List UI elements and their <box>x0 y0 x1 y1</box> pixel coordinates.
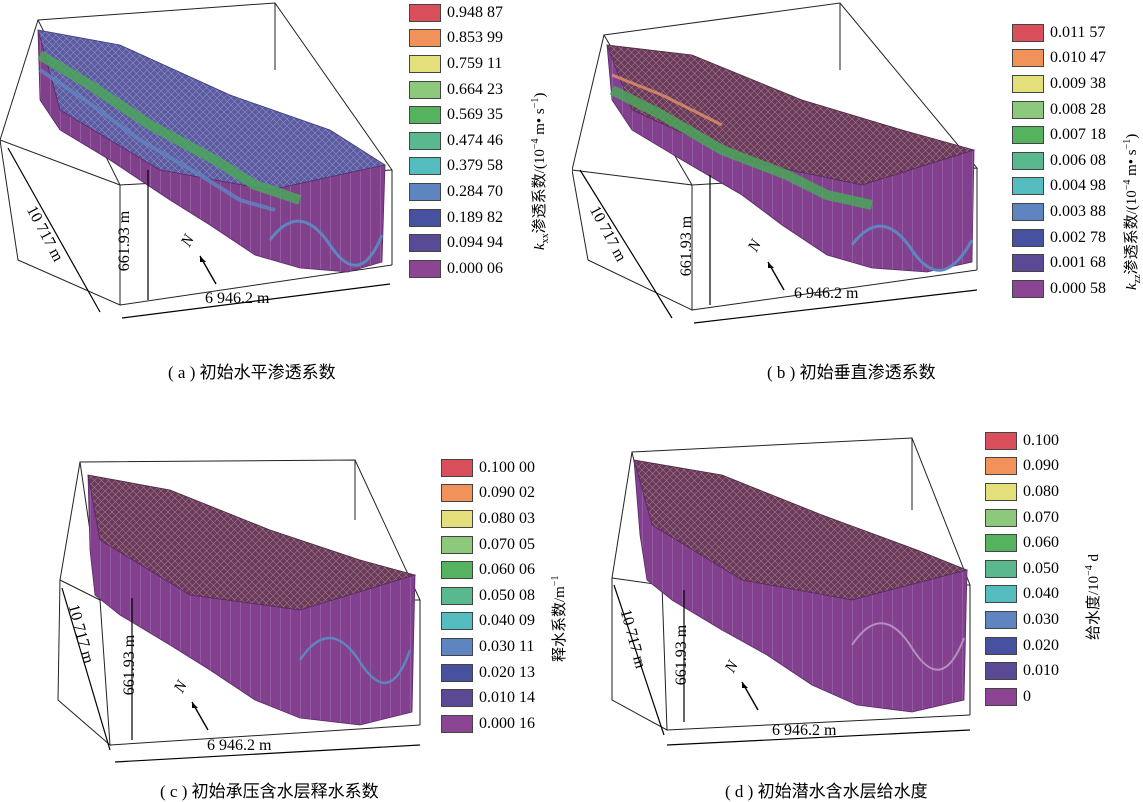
model-3d-view <box>57 459 421 763</box>
width-dimension-label: 6 946.2 m <box>772 722 837 739</box>
legend-item: 0.050 <box>985 556 1059 582</box>
legend-item: 0.000 58 <box>1012 276 1106 302</box>
height-dimension-label: 661.93 m <box>116 210 134 272</box>
legend-item: 0.060 06 <box>441 557 535 583</box>
legend-item: 0.010 <box>985 658 1059 684</box>
legend-item: 0.474 46 <box>409 128 503 154</box>
legend-item: 0.100 <box>985 428 1059 454</box>
panel-confined-storage: 10 717 m 661.93 m 6 946.2 m N 0.100 00 0… <box>0 400 571 801</box>
legend-item: 0.000 06 <box>409 256 503 282</box>
color-legend: 0.100 0.090 0.080 0.070 0.060 0.050 0.04… <box>985 428 1059 710</box>
legend-item: 0.050 08 <box>441 583 535 609</box>
model-side-face <box>87 474 416 726</box>
legend-item: 0.090 02 <box>441 481 535 507</box>
legend-item: 0.001 68 <box>1012 250 1106 276</box>
legend-item: 0.010 47 <box>1012 46 1106 72</box>
legend-item: 0.030 11 <box>441 634 535 660</box>
legend-item: 0.020 13 <box>441 660 535 686</box>
legend-item: 0.379 58 <box>409 154 503 180</box>
model-top-surface <box>37 29 387 191</box>
legend-item: 0.189 82 <box>409 205 503 231</box>
panel-caption: ( d ) 初始潜水含水层给水度 <box>725 782 928 801</box>
legend-item: 0.004 98 <box>1012 174 1106 200</box>
legend-item: 0.100 00 <box>441 455 535 481</box>
legend-item: 0.664 23 <box>409 77 503 103</box>
width-dimension-label: 6 946.2 m <box>794 285 859 302</box>
panel-vertical-conductivity: 10 717 m 661.93 m 6 946.2 m N 0.011 57 0… <box>572 0 1143 400</box>
legend-item: 0.007 18 <box>1012 122 1106 148</box>
legend-item: 0.070 <box>985 505 1059 531</box>
legend-item: 0.080 <box>985 479 1059 505</box>
panel-caption: ( c ) 初始承压含水层释水系数 <box>160 782 379 801</box>
legend-item: 0.040 <box>985 582 1059 608</box>
legend-item: 0.094 94 <box>409 230 503 256</box>
legend-item: 0.284 70 <box>409 179 503 205</box>
color-legend: 0.100 00 0.090 02 0.080 03 0.070 05 0.06… <box>441 455 535 737</box>
legend-item: 0.759 11 <box>409 51 503 77</box>
legend-units-label: kzz渗透系数/(10−4 m• s−1) <box>1122 133 1143 290</box>
legend-item: 0.569 35 <box>409 102 503 128</box>
legend-item: 0.040 09 <box>441 609 535 635</box>
height-dimension-label: 661.93 m <box>678 215 696 277</box>
legend-item: 0.011 57 <box>1012 20 1106 46</box>
legend-item: 0.080 03 <box>441 506 535 532</box>
height-dimension-label: 661.93 m <box>121 634 139 696</box>
model-3d-view <box>0 2 393 319</box>
legend-item: 0.006 08 <box>1012 148 1106 174</box>
color-legend: 0.948 87 0.853 99 0.759 11 0.664 23 0.56… <box>409 0 503 282</box>
model-3d-view <box>611 437 971 746</box>
legend-item: 0.002 78 <box>1012 225 1106 251</box>
legend-item: 0.948 87 <box>409 0 503 26</box>
model-side-face <box>633 459 968 713</box>
legend-item: 0.000 16 <box>441 711 535 737</box>
legend-item: 0.060 <box>985 530 1059 556</box>
legend-units-label: 释水系数/m−1 <box>550 575 568 662</box>
legend-item: 0.020 <box>985 633 1059 659</box>
width-dimension-label: 6 946.2 m <box>205 290 270 307</box>
panel-caption: ( a ) 初始水平渗透系数 <box>168 363 336 382</box>
panel-specific-yield: 10 717 m 661.93 m 6 946.2 m N 0.100 0.09… <box>572 400 1143 801</box>
color-legend: 0.011 57 0.010 47 0.009 38 0.008 28 0.00… <box>1012 20 1106 302</box>
legend-item: 0.090 <box>985 454 1059 480</box>
legend-item: 0.008 28 <box>1012 97 1106 123</box>
legend-units-label: 给水度/10−4 d <box>1084 553 1102 640</box>
height-dimension-label: 661.93 m <box>673 624 691 686</box>
legend-item: 0.030 <box>985 607 1059 633</box>
model-3d-view <box>572 2 979 324</box>
legend-item: 0.853 99 <box>409 26 503 52</box>
legend-item: 0.003 88 <box>1012 199 1106 225</box>
legend-item: 0.010 14 <box>441 685 535 711</box>
panel-caption: ( b ) 初始垂直渗透系数 <box>767 363 936 382</box>
width-dimension-label: 6 946.2 m <box>207 737 272 754</box>
legend-units-label: kxx渗透系数/(10−4 m• s−1) <box>530 92 551 250</box>
legend-item: 0.070 05 <box>441 532 535 558</box>
panel-horizontal-conductivity: 10 717 m 661.93 m 6 946.2 m N 0.948 87 0… <box>0 0 571 400</box>
legend-item: 0.009 38 <box>1012 71 1106 97</box>
model-side-face <box>37 29 386 273</box>
legend-item: 0 <box>985 684 1059 710</box>
